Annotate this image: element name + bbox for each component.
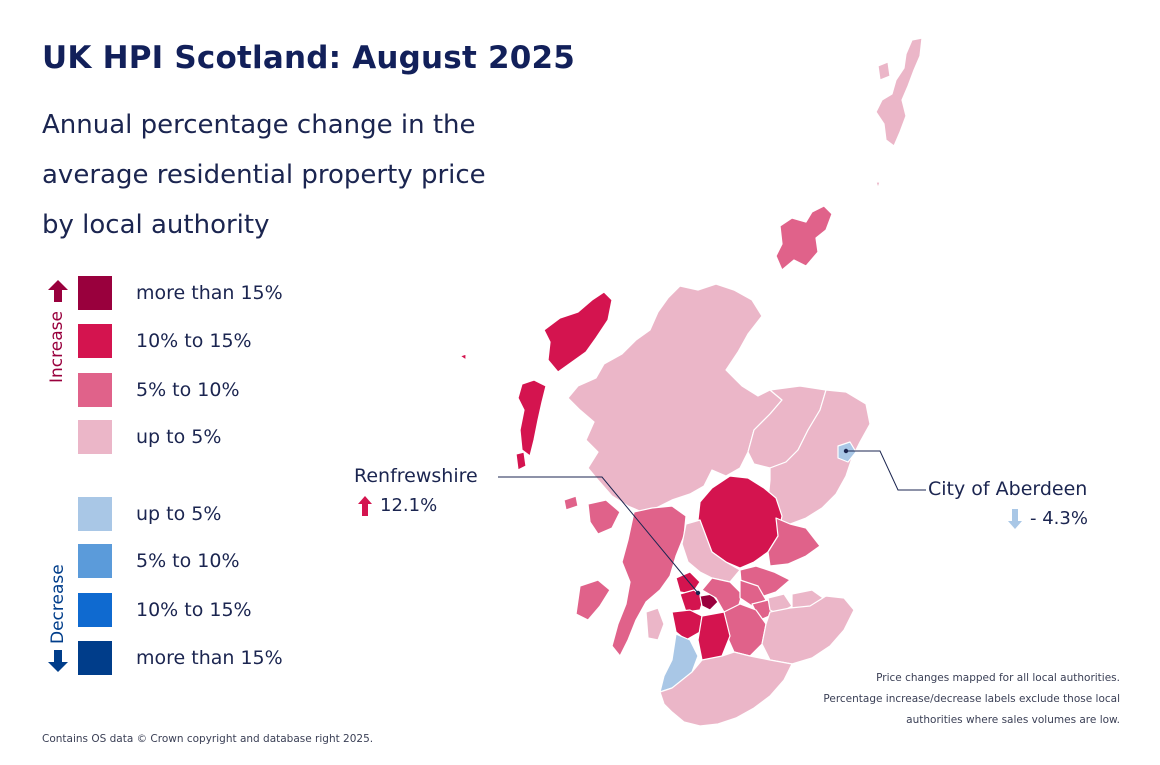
region-scottish-borders — [761, 595, 855, 665]
legend-item-label: 5% to 10% — [136, 550, 240, 572]
legend-item-dec-up-5: up to 5% — [78, 497, 221, 531]
region-st-kilda — [459, 353, 467, 361]
region-western-isles-south — [517, 379, 547, 457]
legend-swatch — [78, 641, 112, 675]
region-angus — [767, 517, 821, 567]
legend-item-dec-more-15: more than 15% — [78, 641, 283, 675]
legend-item-label: 10% to 15% — [136, 599, 252, 621]
region-argyll-islands — [575, 579, 611, 621]
region-western-isles-barra — [515, 451, 527, 471]
legend-swatch — [78, 373, 112, 407]
region-aberdeenshire — [767, 389, 871, 525]
legend-item-inc-5-10: 5% to 10% — [78, 373, 240, 407]
region-mull — [587, 499, 621, 535]
region-shetland-isle — [877, 61, 891, 81]
legend-item-inc-more-15: more than 15% — [78, 276, 283, 310]
legend-item-label: up to 5% — [136, 426, 222, 448]
page-subtitle: Annual percentage change in the average … — [42, 110, 486, 240]
footnote: Price changes mapped for all local autho… — [823, 672, 1120, 726]
aberdeen-leader-line — [846, 450, 926, 491]
legend-swatch — [78, 324, 112, 358]
page-title: UK HPI Scotland: August 2025 — [42, 40, 576, 76]
renfrewshire-marker — [695, 590, 701, 596]
region-tiree — [563, 495, 579, 511]
legend-swatch — [78, 497, 112, 531]
copyright-credit: Contains OS data © Crown copyright and d… — [42, 733, 374, 745]
region-orkney — [775, 205, 833, 271]
legend: Increase more than 15% 10% to 15% 5% to … — [40, 272, 340, 682]
callout-aberdeen-value: - 4.3% — [1008, 508, 1088, 529]
legend-swatch — [78, 420, 112, 454]
legend-item-dec-10-15: 10% to 15% — [78, 593, 252, 627]
legend-item-inc-up-5: up to 5% — [78, 420, 221, 454]
region-shetland — [875, 37, 923, 147]
legend-swatch — [78, 544, 112, 578]
callout-value-text: 12.1% — [380, 495, 438, 516]
callout-value-text: - 4.3% — [1030, 508, 1088, 529]
aberdeen-marker — [843, 448, 849, 454]
renfrewshire-leader-line — [498, 476, 699, 594]
callout-renfrewshire-name: Renfrewshire — [354, 465, 478, 487]
region-arran — [645, 607, 665, 641]
legend-swatch — [78, 276, 112, 310]
arrow-down-icon — [48, 650, 68, 672]
legend-item-dec-5-10: 5% to 10% — [78, 544, 240, 578]
region-highland — [567, 283, 783, 513]
legend-item-label: more than 15% — [136, 647, 283, 669]
arrow-up-icon — [358, 495, 372, 516]
region-argyll-and-bute — [611, 505, 687, 657]
callout-aberdeen-name: City of Aberdeen — [928, 478, 1088, 500]
region-fair-isle — [875, 181, 881, 189]
arrow-down-icon — [1008, 508, 1022, 529]
legend-item-inc-10-15: 10% to 15% — [78, 324, 252, 358]
legend-swatch — [78, 593, 112, 627]
legend-item-label: 10% to 15% — [136, 330, 252, 352]
region-dumfries-and-galloway — [659, 651, 793, 727]
legend-item-label: up to 5% — [136, 503, 222, 525]
arrow-up-icon — [48, 280, 68, 302]
callout-renfrewshire-value: 12.1% — [358, 495, 437, 516]
legend-item-label: 5% to 10% — [136, 379, 240, 401]
region-western-isles — [543, 291, 613, 373]
legend-item-label: more than 15% — [136, 282, 283, 304]
